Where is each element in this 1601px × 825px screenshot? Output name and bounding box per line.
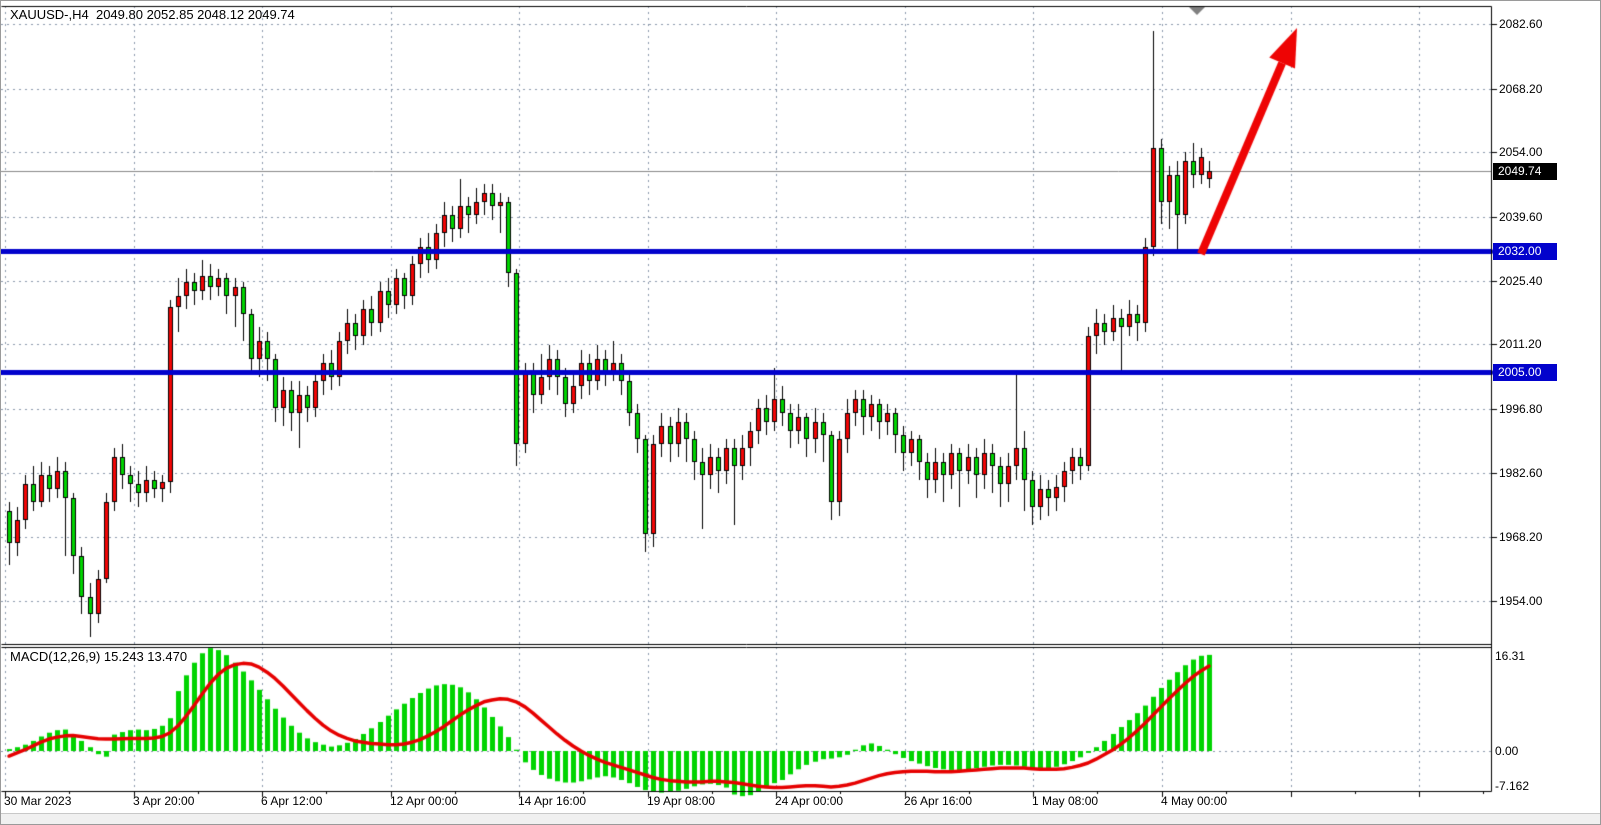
time-tick-label: 1 May 08:00 xyxy=(1032,794,1099,808)
current-price-tag: 2049.74 xyxy=(1493,163,1557,180)
time-tick-label: 14 Apr 16:00 xyxy=(518,794,587,808)
macd-tick-label: -7.162 xyxy=(1495,779,1530,793)
price-tick-label: 1982.60 xyxy=(1499,466,1543,480)
price-tick-label: 2054.00 xyxy=(1499,145,1543,159)
macd-tick-label: 0.00 xyxy=(1495,744,1519,758)
window-bottom-strip xyxy=(1,813,1600,824)
ohlc-header: XAUUSD-,H4 2049.80 2052.85 2048.12 2049.… xyxy=(10,7,295,22)
price-tick-label: 2039.60 xyxy=(1499,210,1543,224)
price-tick-label: 1968.20 xyxy=(1499,530,1543,544)
macd-tick-label: 16.31 xyxy=(1495,649,1526,663)
macd-indicator-label: MACD(12,26,9) 15.243 13.470 xyxy=(10,649,188,664)
hline-price-tag-2032: 2032.00 xyxy=(1493,243,1557,260)
price-tick-label: 2025.40 xyxy=(1499,274,1543,288)
price-tick-label: 2011.20 xyxy=(1499,337,1542,351)
price-tick-label: 2082.60 xyxy=(1499,17,1543,31)
price-tick-label: 2068.20 xyxy=(1499,82,1543,96)
time-tick-label: 6 Apr 12:00 xyxy=(261,794,323,808)
time-tick-label: 24 Apr 00:00 xyxy=(775,794,844,808)
time-tick-label: 30 Mar 2023 xyxy=(4,794,72,808)
time-tick-label: 4 May 00:00 xyxy=(1161,794,1228,808)
time-tick-label: 26 Apr 16:00 xyxy=(904,794,973,808)
price-tick-label: 1996.80 xyxy=(1499,402,1543,416)
time-tick-label: 19 Apr 08:00 xyxy=(647,794,716,808)
price-tick-label: 1954.00 xyxy=(1499,594,1543,608)
hline-price-tag-2005: 2005.00 xyxy=(1493,364,1557,381)
time-tick-label: 12 Apr 00:00 xyxy=(390,794,459,808)
time-tick-label: 3 Apr 20:00 xyxy=(133,794,195,808)
